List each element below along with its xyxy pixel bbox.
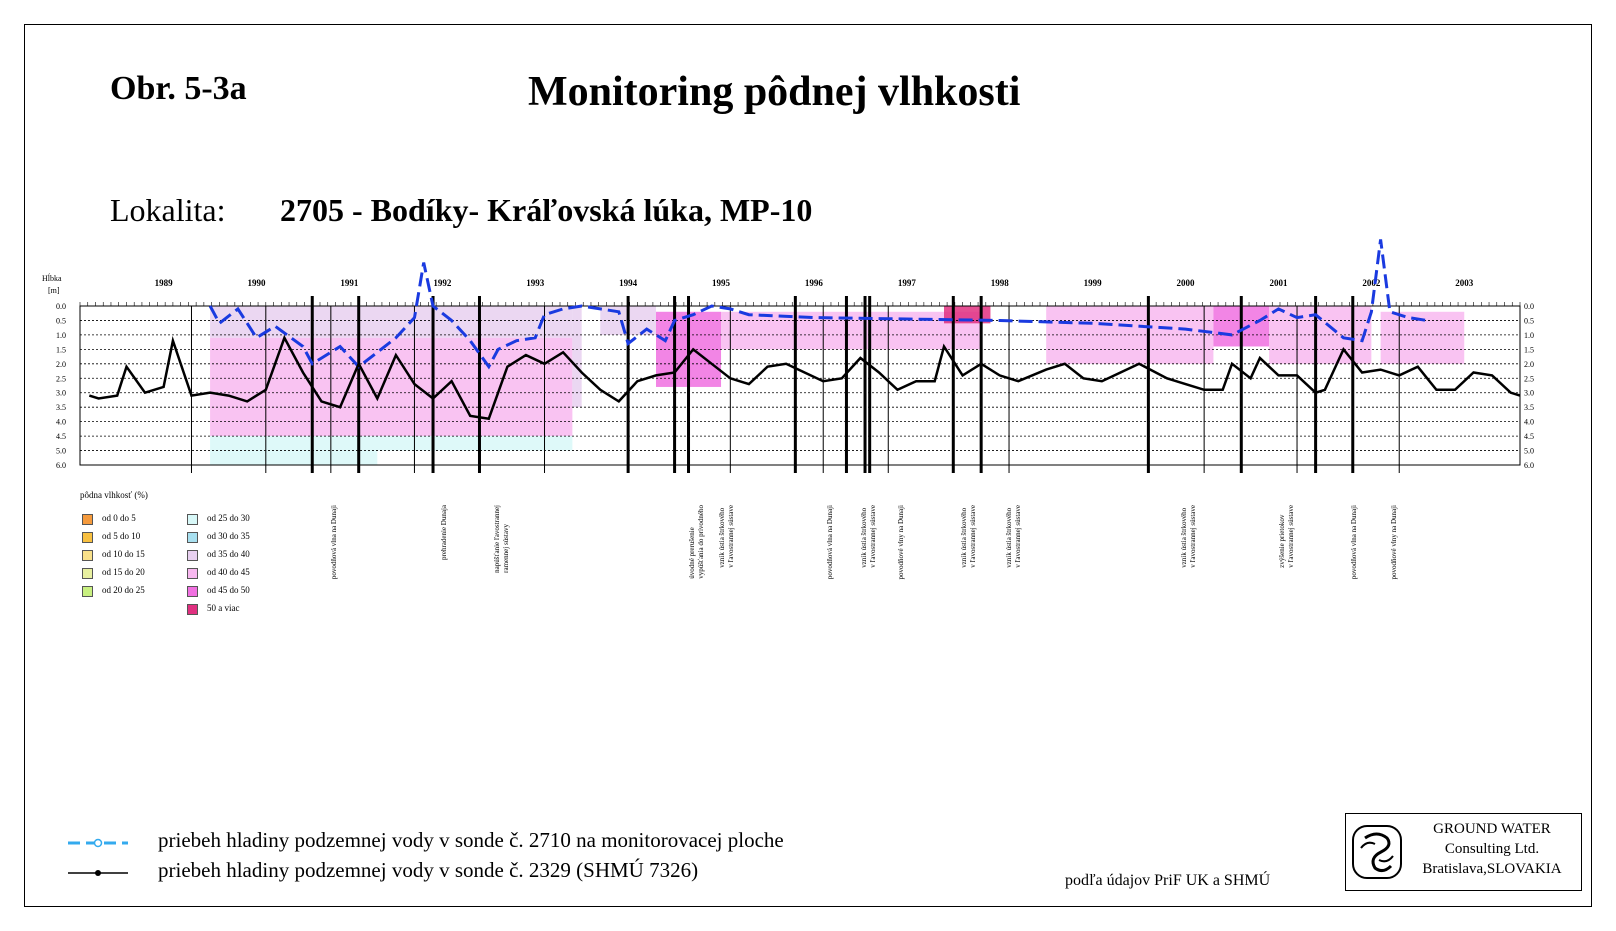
blue-dash-legend-marker: [93, 838, 103, 848]
legend-swatch: [82, 586, 93, 597]
depth-tick-label-right: 1.5: [1524, 345, 1534, 354]
depth-tick-label: 6.0: [56, 461, 66, 470]
legend-swatch: [82, 532, 93, 543]
legend-swatch: [187, 514, 198, 525]
depth-tick-label-right: 2.5: [1524, 374, 1534, 383]
legend-swatch: [187, 568, 198, 579]
depth-tick-label-right: 0.5: [1524, 316, 1534, 325]
year-tick-label: 1994: [619, 278, 638, 288]
depth-tick-label: 1.5: [56, 345, 66, 354]
legend-label: od 25 do 30: [207, 513, 250, 523]
year-tick-label: 2000: [1177, 278, 1196, 288]
depth-tick-label: 2.0: [56, 360, 66, 369]
year-tick-label: 2003: [1455, 278, 1474, 288]
depth-tick-label-right: 3.0: [1524, 389, 1534, 398]
year-tick-label: 1999: [1084, 278, 1103, 288]
depth-tick-label-right: 6.0: [1524, 461, 1534, 470]
depth-tick-label-right: 4.5: [1524, 432, 1534, 441]
groundwater-series-2710: [208, 239, 1428, 370]
depth-tick-label: 0.5: [56, 316, 66, 325]
depth-tick-label-right: 0.0: [1524, 302, 1534, 311]
depth-tick-label-right: 2.0: [1524, 360, 1534, 369]
moisture-legend-title: pôdna vlhkosť (%): [80, 490, 148, 500]
year-tick-label: 1989: [155, 278, 174, 288]
year-tick-label: 2002: [1362, 278, 1381, 288]
blue-series-legend-label: priebeh hladiny podzemnej vody v sonde č…: [158, 828, 784, 852]
legend-label: od 45 do 50: [207, 585, 250, 595]
legend-label: od 0 do 5: [102, 513, 136, 523]
year-tick-label: 1992: [433, 278, 452, 288]
year-tick-label: 1993: [526, 278, 545, 288]
depth-tick-label-right: 4.0: [1524, 418, 1534, 427]
legend-swatch: [82, 568, 93, 579]
depth-tick-label-right: 3.5: [1524, 403, 1534, 412]
depth-tick-label-right: 5.0: [1524, 447, 1534, 456]
company-name: GROUND WATER Consulting Ltd. Bratislava,…: [1422, 821, 1562, 877]
legend-label: od 20 do 25: [102, 585, 145, 595]
depth-tick-label: 1.0: [56, 331, 66, 340]
year-tick-label: 1991: [340, 278, 359, 288]
depth-tick-label: 2.5: [56, 374, 66, 383]
moisture-band: [210, 436, 573, 451]
year-tick-label: 1995: [712, 278, 731, 288]
moisture-band: [210, 337, 573, 437]
depth-tick-label: 4.0: [56, 418, 66, 427]
black-series-legend-label: priebeh hladiny podzemnej vody v sonde č…: [158, 858, 699, 882]
depth-tick-label: 3.5: [56, 403, 66, 412]
moisture-band: [572, 306, 582, 408]
black-line-legend-marker: [95, 870, 101, 876]
year-tick-label: 1997: [898, 278, 917, 288]
company-logo: GROUND WATER Consulting Ltd. Bratislava,…: [1345, 813, 1582, 891]
location-value: 2705 - Bodíky- Kráľovská lúka, MP-10: [280, 192, 813, 228]
location-label: Lokalita:: [110, 192, 226, 228]
source-note: podľa údajov PriF UK a SHMÚ: [1065, 872, 1271, 889]
depth-tick-label: 4.5: [56, 432, 66, 441]
page-title: Monitoring pôdnej vlhkosti: [528, 69, 1021, 115]
depth-tick-label: 3.0: [56, 389, 66, 398]
legend-swatch: [82, 514, 93, 525]
legend-label: od 5 do 10: [102, 531, 141, 541]
depth-tick-label: 0.0: [56, 302, 66, 311]
moisture-band: [210, 306, 573, 338]
y-axis-unit: [m]: [48, 286, 60, 295]
legend-label: 50 a viac: [207, 603, 240, 613]
legend-label: od 40 do 45: [207, 567, 250, 577]
year-tick-label: 1998: [991, 278, 1010, 288]
year-tick-label: 2001: [1269, 278, 1288, 288]
legend-label: od 15 do 20: [102, 567, 145, 577]
year-tick-label: 1996: [805, 278, 824, 288]
legend-swatch: [187, 532, 198, 543]
legend-label: od 35 do 40: [207, 549, 250, 559]
moisture-band: [210, 450, 378, 465]
legend-label: od 10 do 15: [102, 549, 145, 559]
legend-swatch: [187, 604, 198, 615]
legend-swatch: [82, 550, 93, 561]
ground-water-logo-icon: [1352, 825, 1402, 879]
legend-label: od 30 do 35: [207, 531, 250, 541]
figure-label: Obr. 5-3a: [110, 70, 247, 107]
groundwater-series-2329: [88, 334, 1521, 421]
figure-frame: [24, 24, 1592, 907]
year-tick-label: 1990: [248, 278, 267, 288]
depth-tick-label-right: 1.0: [1524, 331, 1534, 340]
legend-swatch: [187, 550, 198, 561]
legend-swatch: [187, 586, 198, 597]
y-axis-label: Hĺbka: [42, 273, 62, 283]
depth-tick-label: 5.0: [56, 447, 66, 456]
